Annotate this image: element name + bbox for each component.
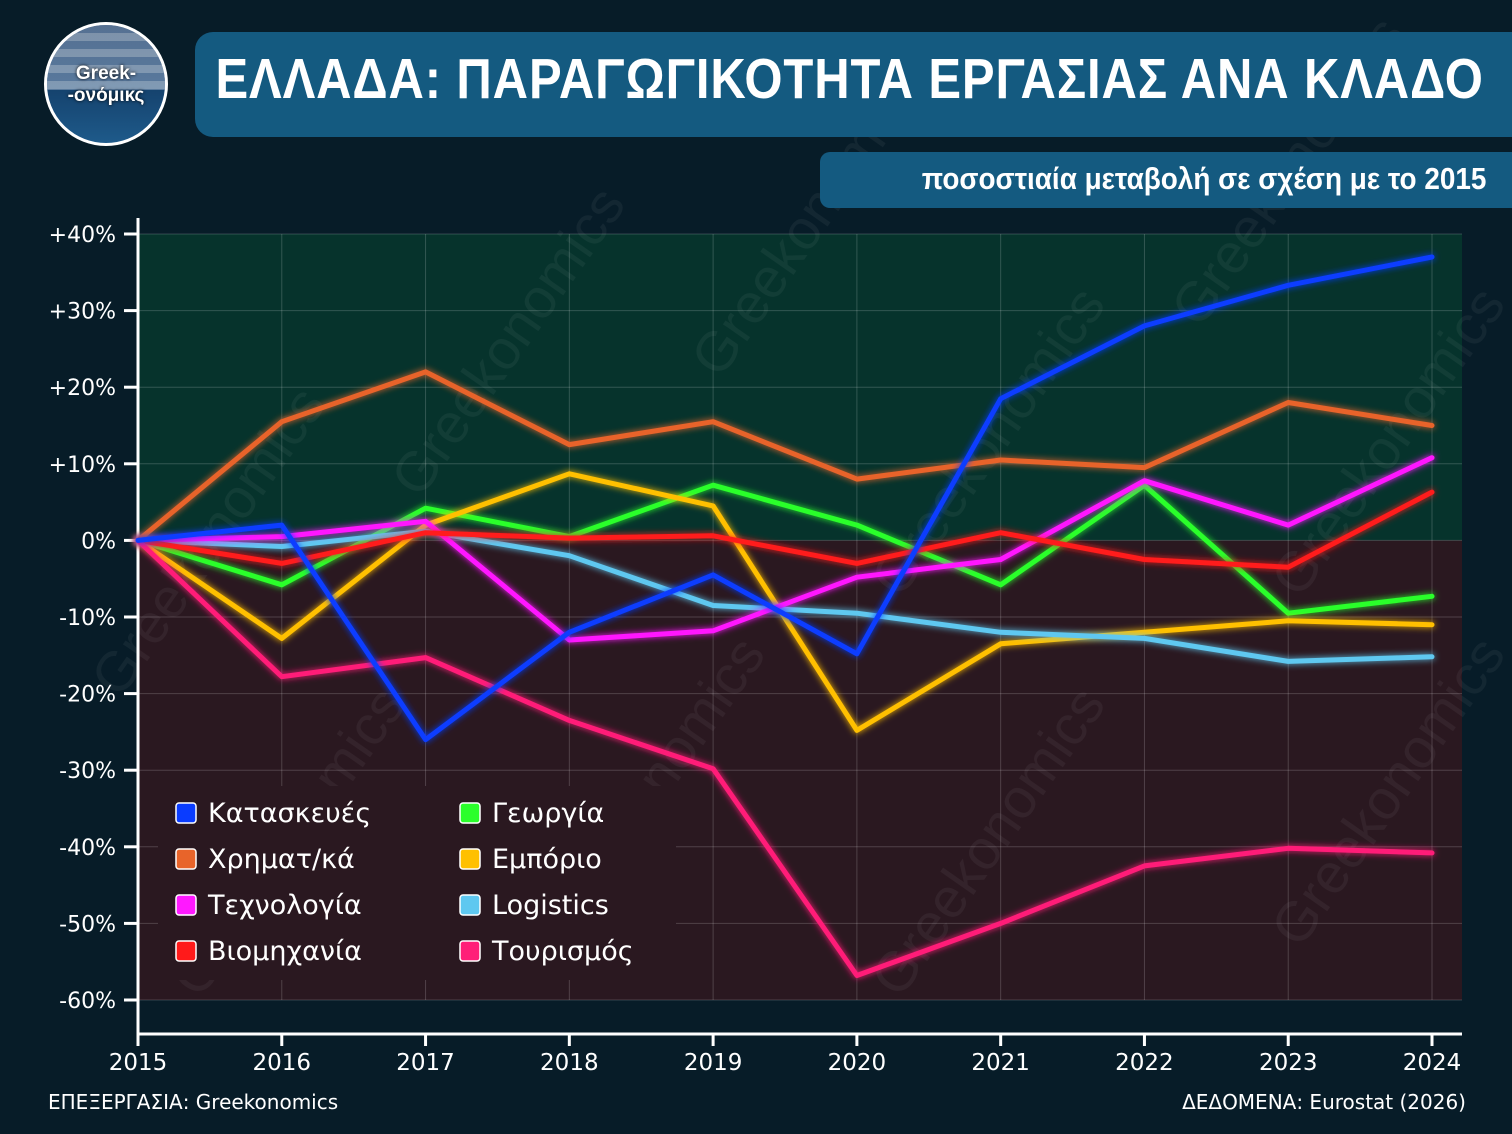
footer-credit: ΕΠΕΞΕΡΓΑΣΙΑ: Greekonomics: [48, 1090, 339, 1114]
axes: +40% +30% +20% +10% 0% -10% -20% -30% -40% -50% -6…: [49, 218, 1462, 1076]
y-tick-label: -30%: [59, 759, 116, 784]
series-line-8: [135, 537, 1435, 978]
y-tick-label: -60%: [59, 989, 116, 1014]
series-line-4: [135, 489, 1435, 570]
x-tick-label: 2016: [253, 1050, 312, 1076]
legend-swatch: [175, 894, 197, 916]
series-line-2: [135, 369, 1435, 543]
legend: Κατασκευές Χρηματ/κά Τεχνολογία Βιομηχανία Γ…: [158, 786, 676, 980]
positive-zone: [138, 234, 1462, 541]
legend-swatch: [459, 894, 481, 916]
x-tick-label: 2021: [971, 1050, 1030, 1076]
title-bar: ΕΛΛΑΔΑ: ΠΑΡΑΓΩΓΙΚΟΤΗΤΑ ΕΡΓΑΣΙΑΣ ΑΝΑ ΚΛΑΔ…: [195, 32, 1512, 137]
y-tick-label: +40%: [49, 223, 116, 248]
series-line-6: [135, 471, 1435, 733]
footer-source: ΔΕΔΟΜΕΝΑ: Eurostat (2026): [1182, 1090, 1466, 1114]
greek-flag-icon: [47, 25, 165, 90]
logo-line-2: -ονόμικς: [67, 85, 145, 106]
legend-label: Logistics: [492, 890, 609, 921]
x-tick-label: 2017: [396, 1050, 455, 1076]
series-line-1: [135, 254, 1435, 743]
y-tick-label: 0%: [81, 529, 116, 554]
legend-label: Χρηματ/κά: [208, 844, 355, 875]
page-title: ΕΛΛΑΔΑ: ΠΑΡΑΓΩΓΙΚΟΤΗΤΑ ΕΡΓΑΣΙΑΣ ΑΝΑ ΚΛΑΔ…: [215, 47, 1484, 111]
x-tick-label: 2018: [540, 1050, 599, 1076]
legend-label: Τεχνολογία: [207, 890, 362, 921]
series-line-3: [135, 455, 1435, 643]
y-tick-label: +30%: [49, 300, 116, 325]
y-tick-label: -20%: [59, 683, 116, 708]
chart-subtitle: ποσοστιαία μεταβολή σε σχέση με το 2015: [921, 161, 1486, 196]
y-tick-label: -40%: [59, 836, 116, 861]
legend-swatch: [459, 940, 481, 962]
x-tick-label: 2022: [1115, 1050, 1174, 1076]
legend-label: Γεωργία: [492, 798, 604, 829]
legend-swatch: [459, 802, 481, 824]
subtitle-bar: ποσοστιαία μεταβολή σε σχέση με το 2015: [820, 152, 1512, 208]
x-tick-label: 2024: [1403, 1050, 1462, 1076]
x-tick-label: 2023: [1259, 1050, 1318, 1076]
y-tick-label: +10%: [49, 453, 116, 478]
legend-label: Εμπόριο: [492, 844, 602, 875]
legend-label: Κατασκευές: [208, 798, 371, 829]
legend-label: Βιομηχανία: [208, 936, 362, 967]
legend-label: Τουρισμός: [491, 936, 634, 967]
legend-swatch: [175, 940, 197, 962]
x-tick-label: 2020: [828, 1050, 887, 1076]
y-tick-label: +20%: [49, 376, 116, 401]
legend-swatch: [175, 802, 197, 824]
series-lines: [135, 254, 1435, 978]
x-tick-label: 2015: [109, 1050, 168, 1076]
legend-swatch: [175, 848, 197, 870]
series-line-7: [135, 528, 1435, 664]
greekonomics-logo: Greek- -ονόμικς: [44, 22, 168, 146]
x-tick-label: 2019: [684, 1050, 743, 1076]
legend-swatch: [459, 848, 481, 870]
y-tick-label: -10%: [59, 606, 116, 631]
y-tick-label: -50%: [59, 912, 116, 937]
legend-box: [158, 786, 676, 980]
logo-line-1: Greek-: [75, 63, 137, 84]
